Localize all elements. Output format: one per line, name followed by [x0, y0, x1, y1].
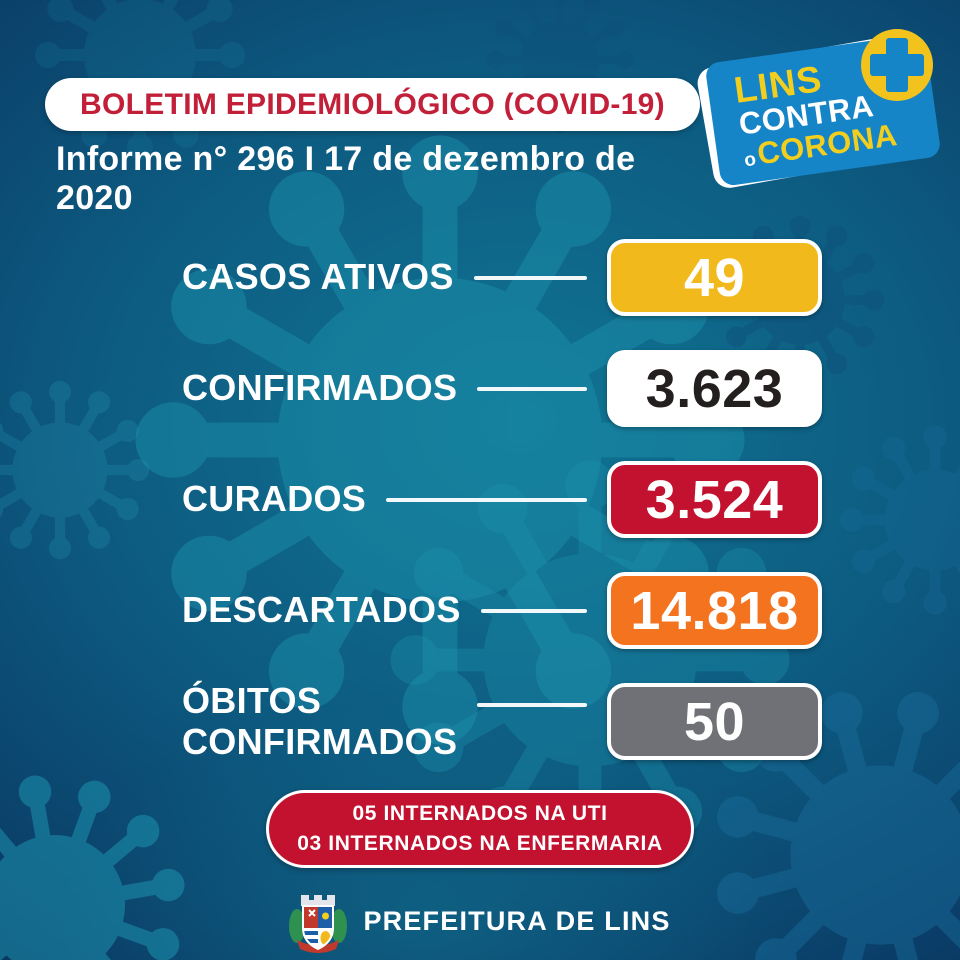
bulletin-title: BOLETIM EPIDEMIOLÓGICO (COVID-19): [80, 87, 665, 121]
logo-small-o: o: [742, 148, 758, 172]
leader-line: [386, 497, 587, 502]
stat-row-obitos-confirmados: ÓBITOS CONFIRMADOS 50: [182, 666, 822, 777]
stat-value: 50: [683, 691, 746, 752]
stat-value-badge: 50: [607, 683, 822, 760]
hospitalized-enfermaria: 03 INTERNADOS NA ENFERMARIA: [297, 832, 663, 855]
lins-contra-corona-logo: LINS CONTRA oCORONA: [695, 29, 942, 191]
lins-coat-of-arms: [289, 895, 348, 953]
medical-cross-icon: [861, 29, 933, 101]
stat-value-badge: 3.524: [607, 461, 822, 538]
stat-label: CURADOS: [182, 478, 367, 520]
leader-line: [477, 386, 587, 391]
hospitalized-uti: 05 INTERNADOS NA UTI: [352, 801, 608, 825]
stat-label-line2: CONFIRMADOS: [182, 720, 458, 762]
leader-line: [473, 275, 587, 280]
stat-value-badge: 14.818: [607, 572, 822, 649]
leader-line: [480, 608, 587, 613]
stat-label-line1: ÓBITOS: [182, 680, 322, 722]
hospitalized-pill: 05 INTERNADOS NA UTI 03 INTERNADOS NA EN…: [266, 790, 694, 868]
stats-list: CASOS ATIVOS 49 CONFIRMADOS 3.623 CURADO…: [182, 222, 822, 777]
bulletin-subtitle: Informe n° 296 I 17 de dezembro de 2020: [56, 140, 636, 217]
stat-value-badge: 49: [607, 239, 822, 316]
stat-label: CONFIRMADOS: [182, 367, 458, 409]
stat-value: 14.818: [630, 580, 799, 641]
stat-row-confirmados: CONFIRMADOS 3.623: [182, 333, 822, 444]
bulletin-title-pill: BOLETIM EPIDEMIOLÓGICO (COVID-19): [45, 78, 700, 131]
stat-value-badge: 3.623: [607, 350, 822, 427]
stat-row-curados: CURADOS 3.524: [182, 444, 822, 555]
footer: PREFEITURA DE LINS: [0, 888, 960, 954]
stat-value: 3.524: [645, 469, 784, 530]
footer-org-name: PREFEITURA DE LINS: [363, 905, 671, 936]
stat-label: ÓBITOS CONFIRMADOS: [182, 680, 458, 762]
stat-value: 3.623: [645, 358, 784, 419]
stat-value: 49: [683, 247, 746, 308]
leader-line: [477, 702, 587, 707]
stat-label: CASOS ATIVOS: [182, 256, 454, 298]
stat-label: DESCARTADOS: [182, 589, 461, 631]
stat-row-descartados: DESCARTADOS 14.818: [182, 555, 822, 666]
stat-row-casos-ativos: CASOS ATIVOS 49: [182, 222, 822, 333]
